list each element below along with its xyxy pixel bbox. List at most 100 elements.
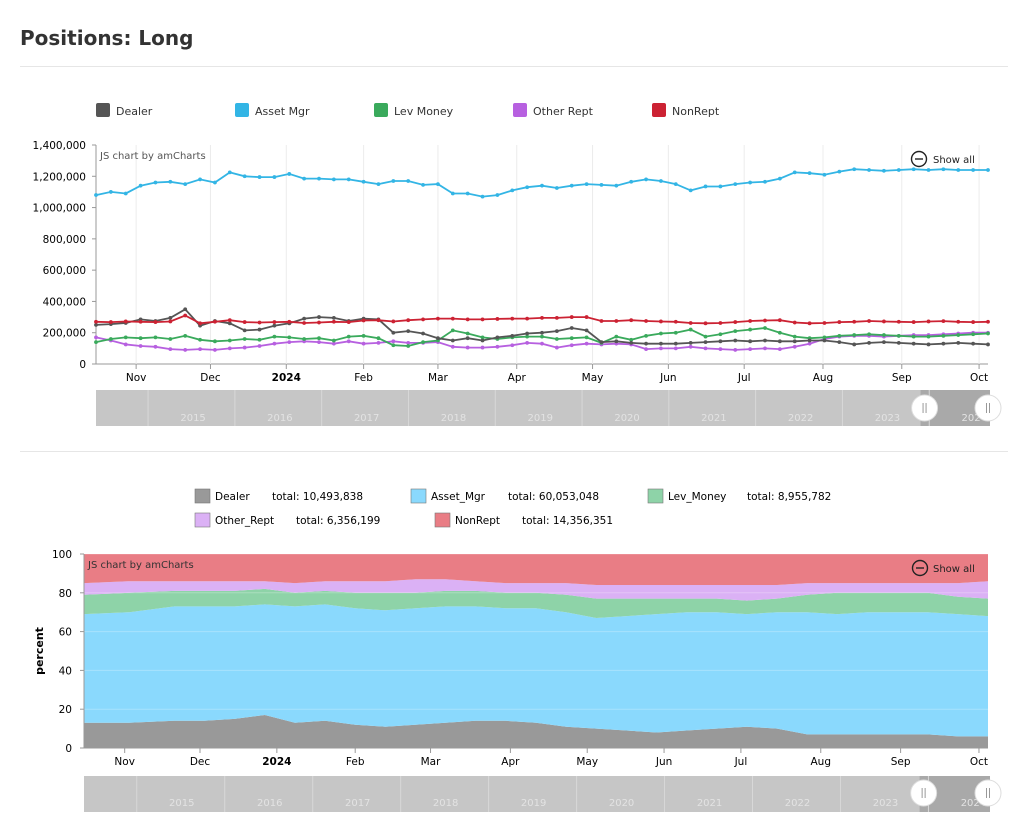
data-point[interactable] (361, 318, 366, 323)
data-point[interactable] (376, 318, 381, 323)
data-point[interactable] (569, 343, 574, 348)
data-point[interactable] (673, 182, 678, 187)
data-point[interactable] (123, 342, 128, 347)
data-point[interactable] (659, 319, 663, 324)
data-point[interactable] (183, 348, 188, 352)
data-point[interactable] (748, 347, 753, 352)
data-point[interactable] (242, 345, 247, 350)
data-point[interactable] (421, 317, 425, 322)
data-point[interactable] (450, 316, 455, 321)
data-point[interactable] (718, 332, 723, 337)
data-point[interactable] (108, 320, 113, 324)
data-point[interactable] (525, 334, 530, 339)
legend-item-other-rept[interactable]: Other Rept (513, 103, 594, 118)
data-point[interactable] (837, 340, 842, 344)
scrollbar-handle[interactable] (910, 779, 938, 807)
data-point[interactable] (718, 184, 723, 189)
data-point[interactable] (94, 340, 98, 344)
data-point[interactable] (763, 179, 767, 184)
data-point[interactable] (123, 191, 128, 196)
data-point[interactable] (852, 167, 857, 172)
data-point[interactable] (183, 307, 188, 312)
data-point[interactable] (436, 316, 440, 321)
area-lev-money[interactable] (84, 588, 988, 618)
data-point[interactable] (748, 180, 753, 185)
data-point[interactable] (792, 320, 797, 325)
data-point[interactable] (986, 319, 990, 324)
data-point[interactable] (659, 341, 663, 346)
data-point[interactable] (554, 329, 559, 334)
data-point[interactable] (599, 340, 604, 344)
data-point[interactable] (584, 341, 589, 346)
data-point[interactable] (227, 321, 232, 326)
data-point[interactable] (584, 315, 589, 319)
data-point[interactable] (257, 327, 262, 332)
data-point[interactable] (911, 334, 916, 339)
data-point[interactable] (733, 338, 738, 343)
scrollbar-handle[interactable] (911, 394, 939, 422)
data-point[interactable] (495, 317, 500, 321)
legend[interactable]: Dealer total: 10,493,838 Asset_Mgr total: 6… (194, 488, 831, 528)
data-point[interactable] (287, 335, 292, 340)
data-point[interactable] (644, 177, 648, 182)
data-point[interactable] (391, 339, 396, 344)
data-point[interactable] (510, 316, 515, 321)
data-point[interactable] (346, 334, 351, 339)
data-point[interactable] (763, 318, 767, 323)
data-point[interactable] (242, 174, 247, 179)
data-point[interactable] (569, 315, 574, 319)
data-point[interactable] (94, 335, 98, 340)
data-point[interactable] (257, 344, 262, 348)
data-point[interactable] (272, 341, 277, 346)
data-point[interactable] (376, 340, 381, 345)
data-point[interactable] (406, 179, 411, 183)
data-point[interactable] (123, 319, 128, 324)
data-point[interactable] (554, 315, 559, 320)
data-point[interactable] (302, 321, 307, 325)
data-point[interactable] (777, 176, 782, 181)
data-point[interactable] (168, 347, 173, 352)
data-point[interactable] (272, 323, 277, 328)
data-point[interactable] (852, 333, 857, 337)
data-point[interactable] (584, 335, 589, 340)
legend-item-asset-mgr[interactable]: Asset_Mgr total: 60,053,048 (410, 488, 599, 504)
scrollbar[interactable]: 2015 2016 2017 2018 2019 2020 2021 2022 2023 2024 (84, 776, 1002, 812)
data-point[interactable] (614, 334, 619, 339)
legend-item-dealer[interactable]: Dealer total: 10,493,838 (194, 488, 363, 504)
legend-item-lev-money[interactable]: Lev Money (374, 103, 454, 118)
data-point[interactable] (807, 321, 812, 326)
data-point[interactable] (941, 333, 946, 338)
data-point[interactable] (733, 320, 738, 324)
data-point[interactable] (406, 340, 411, 345)
data-point[interactable] (421, 340, 425, 344)
data-point[interactable] (317, 315, 321, 319)
data-point[interactable] (629, 179, 634, 184)
data-point[interactable] (867, 168, 871, 172)
data-point[interactable] (807, 341, 812, 346)
data-point[interactable] (331, 341, 336, 346)
area-asset-mgr[interactable] (84, 604, 988, 737)
data-point[interactable] (554, 186, 559, 190)
data-point[interactable] (822, 335, 827, 340)
data-point[interactable] (971, 341, 976, 346)
data-point[interactable] (911, 341, 916, 346)
series-lev-money[interactable] (94, 326, 990, 348)
data-point[interactable] (777, 347, 782, 352)
data-point[interactable] (465, 336, 470, 341)
data-point[interactable] (123, 335, 128, 340)
data-point[interactable] (213, 180, 217, 185)
series-nonrept[interactable] (94, 313, 990, 326)
data-point[interactable] (198, 321, 202, 326)
data-point[interactable] (406, 329, 411, 334)
data-point[interactable] (867, 340, 871, 345)
data-point[interactable] (138, 344, 143, 348)
scrollbar-selection[interactable] (919, 776, 990, 812)
data-point[interactable] (465, 191, 470, 196)
data-point[interactable] (703, 321, 708, 326)
data-point[interactable] (272, 175, 277, 179)
data-point[interactable] (822, 172, 827, 177)
data-point[interactable] (153, 335, 158, 340)
data-point[interactable] (941, 341, 946, 346)
data-point[interactable] (495, 193, 500, 197)
data-point[interactable] (956, 333, 961, 337)
